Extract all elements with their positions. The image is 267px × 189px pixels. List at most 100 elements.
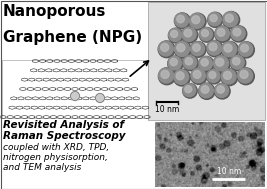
Circle shape bbox=[238, 42, 254, 58]
Circle shape bbox=[70, 91, 80, 101]
Circle shape bbox=[221, 69, 238, 86]
Circle shape bbox=[199, 84, 213, 98]
Circle shape bbox=[237, 68, 254, 85]
Circle shape bbox=[207, 40, 223, 57]
Circle shape bbox=[215, 84, 229, 97]
Circle shape bbox=[189, 13, 206, 30]
Circle shape bbox=[96, 94, 104, 102]
Circle shape bbox=[174, 70, 189, 84]
Circle shape bbox=[185, 86, 192, 93]
Circle shape bbox=[168, 56, 183, 71]
Circle shape bbox=[158, 41, 175, 58]
Circle shape bbox=[207, 69, 221, 84]
Circle shape bbox=[213, 56, 230, 72]
Circle shape bbox=[233, 57, 240, 65]
Circle shape bbox=[174, 41, 191, 58]
Circle shape bbox=[193, 44, 200, 51]
Circle shape bbox=[215, 83, 230, 99]
Circle shape bbox=[170, 58, 177, 66]
Circle shape bbox=[207, 70, 220, 82]
Circle shape bbox=[183, 56, 197, 69]
Circle shape bbox=[169, 29, 182, 41]
Circle shape bbox=[202, 30, 209, 37]
Circle shape bbox=[221, 41, 238, 58]
Circle shape bbox=[201, 86, 209, 93]
Circle shape bbox=[231, 26, 247, 42]
Circle shape bbox=[176, 72, 184, 80]
Circle shape bbox=[159, 41, 173, 56]
Circle shape bbox=[210, 15, 217, 22]
Circle shape bbox=[183, 84, 196, 97]
Circle shape bbox=[207, 41, 221, 55]
Circle shape bbox=[182, 27, 196, 41]
Text: nitrogen physisorption,: nitrogen physisorption, bbox=[3, 153, 108, 162]
Bar bbox=[148, 2, 265, 120]
Text: coupled with XRD, TPD,: coupled with XRD, TPD, bbox=[3, 143, 109, 152]
Circle shape bbox=[208, 12, 223, 27]
Circle shape bbox=[177, 44, 185, 52]
Circle shape bbox=[200, 28, 213, 41]
Text: 10 nm: 10 nm bbox=[155, 105, 179, 114]
Circle shape bbox=[158, 68, 175, 85]
Circle shape bbox=[191, 68, 207, 84]
Circle shape bbox=[216, 58, 224, 66]
Circle shape bbox=[221, 69, 236, 84]
Circle shape bbox=[217, 29, 225, 36]
Circle shape bbox=[209, 43, 217, 51]
Circle shape bbox=[182, 27, 198, 43]
Circle shape bbox=[175, 13, 189, 27]
Circle shape bbox=[184, 29, 192, 37]
Circle shape bbox=[241, 44, 248, 52]
Circle shape bbox=[174, 13, 190, 29]
Circle shape bbox=[223, 12, 238, 27]
Circle shape bbox=[190, 42, 206, 57]
Circle shape bbox=[201, 59, 208, 66]
Circle shape bbox=[209, 71, 216, 78]
Circle shape bbox=[161, 43, 169, 51]
Circle shape bbox=[161, 70, 169, 78]
Circle shape bbox=[168, 28, 183, 43]
Circle shape bbox=[233, 28, 241, 36]
Circle shape bbox=[223, 12, 239, 29]
Text: Nanoporous: Nanoporous bbox=[3, 4, 106, 19]
Circle shape bbox=[215, 26, 229, 41]
Circle shape bbox=[185, 58, 193, 65]
Circle shape bbox=[222, 42, 237, 57]
Text: Revisited Analysis of: Revisited Analysis of bbox=[3, 120, 124, 130]
Circle shape bbox=[191, 42, 205, 56]
Circle shape bbox=[168, 56, 182, 70]
Circle shape bbox=[224, 44, 232, 52]
Circle shape bbox=[240, 70, 248, 78]
Bar bbox=[2, 60, 148, 118]
Circle shape bbox=[230, 55, 246, 71]
Circle shape bbox=[159, 68, 174, 83]
Circle shape bbox=[175, 41, 190, 56]
Circle shape bbox=[183, 55, 198, 71]
Circle shape bbox=[191, 68, 205, 83]
Text: Raman Spectroscopy: Raman Spectroscopy bbox=[3, 131, 125, 141]
Circle shape bbox=[199, 56, 214, 72]
Circle shape bbox=[214, 56, 229, 71]
Circle shape bbox=[199, 83, 215, 99]
Circle shape bbox=[238, 68, 253, 83]
Text: Graphene (NPG): Graphene (NPG) bbox=[3, 30, 142, 45]
Circle shape bbox=[190, 13, 204, 28]
Circle shape bbox=[171, 30, 178, 37]
Circle shape bbox=[238, 42, 253, 56]
Circle shape bbox=[230, 55, 244, 69]
Circle shape bbox=[199, 57, 213, 70]
Circle shape bbox=[183, 84, 197, 98]
Circle shape bbox=[199, 28, 214, 42]
Text: 10 nm: 10 nm bbox=[217, 167, 241, 176]
Circle shape bbox=[217, 86, 224, 93]
Circle shape bbox=[225, 14, 233, 22]
Circle shape bbox=[193, 70, 201, 78]
Circle shape bbox=[231, 26, 245, 40]
Text: and TEM analysis: and TEM analysis bbox=[3, 163, 81, 172]
Circle shape bbox=[174, 69, 190, 86]
Circle shape bbox=[208, 12, 221, 26]
Circle shape bbox=[223, 71, 231, 79]
Circle shape bbox=[177, 15, 184, 23]
Circle shape bbox=[192, 16, 200, 24]
Circle shape bbox=[215, 26, 231, 42]
